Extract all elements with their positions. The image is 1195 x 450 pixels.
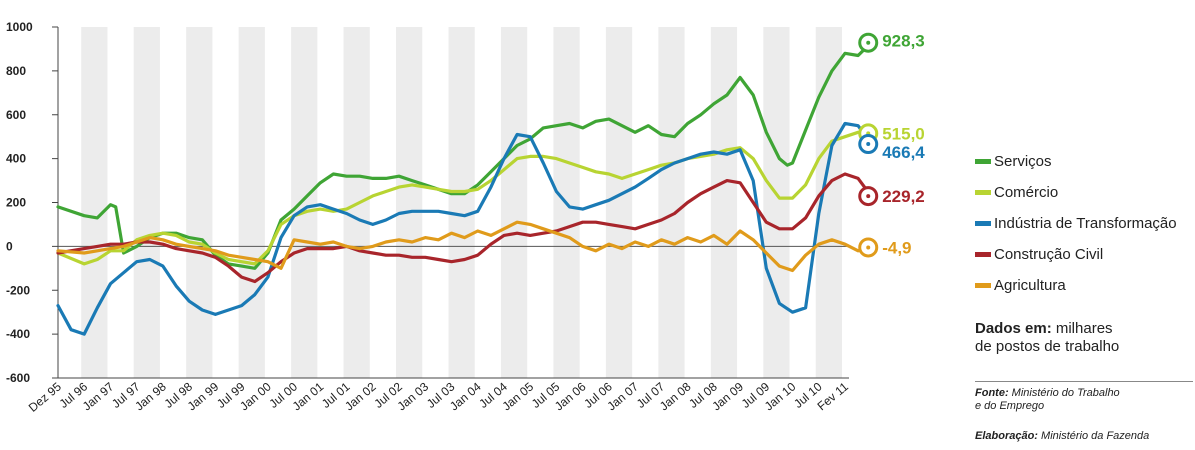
grid-band (291, 27, 317, 378)
x-tick-label: Fev 11 (815, 379, 852, 413)
end-value-label: -4,9 (882, 238, 911, 257)
legend-item: Construção Civil (975, 239, 1195, 270)
source-divider (975, 381, 1193, 382)
grid-band (606, 27, 632, 378)
grid-band (134, 27, 160, 378)
x-tick-label: Jan 99 (185, 379, 222, 413)
legend-label: Agricultura (994, 277, 1066, 294)
legend-label: Construção Civil (994, 246, 1103, 263)
legend-swatch (975, 252, 991, 257)
credit-label-rest: Ministério da Fazenda (1038, 430, 1149, 442)
end-value-label: 515,0 (882, 124, 925, 143)
credit-note: Elaboração: Ministério da Fazenda (975, 430, 1193, 442)
line-chart: -600 -400 -200 0 200 400 600 800 1000 Dez 95Jul … (0, 0, 965, 450)
grid-band (658, 27, 684, 378)
y-tick-label: -600 (6, 371, 30, 385)
x-tick-label: Dez 95 (26, 379, 64, 414)
x-tick-label: Jan 10 (762, 379, 799, 413)
y-tick-label: 800 (6, 64, 26, 78)
units-label-rest1: milhares (1052, 320, 1113, 337)
source-label-rest2: e do Emprego (975, 400, 1044, 412)
x-tick-label: Jan 01 (290, 379, 327, 413)
grid-band (449, 27, 475, 378)
grid-band (239, 27, 265, 378)
y-tick-label: -400 (6, 327, 30, 341)
units-label-rest2: de postos de trabalho (975, 338, 1119, 355)
legend-swatch (975, 159, 991, 164)
x-tick-label: Jan 08 (657, 379, 694, 413)
y-tick-label: 600 (6, 108, 26, 122)
legend: Serviços Comércio Indústria de Transformaç… (975, 146, 1195, 301)
y-tick-label: 0 (6, 239, 13, 253)
legend-item: Serviços (975, 146, 1195, 177)
x-tick-label: Jan 00 (237, 379, 274, 413)
legend-item: Indústria de Transformação (975, 208, 1195, 239)
legend-label: Indústria de Transformação (994, 215, 1177, 232)
grid-band (711, 27, 737, 378)
legend-swatch (975, 221, 991, 226)
grid-band (81, 27, 107, 378)
legend-label: Comércio (994, 184, 1058, 201)
legend-swatch (975, 190, 991, 195)
legend-swatch (975, 283, 991, 288)
y-tick-label: 400 (6, 152, 26, 166)
x-tick-label: Jan 06 (552, 379, 589, 413)
y-tick-label: 200 (6, 196, 26, 210)
grid-bands (81, 27, 842, 378)
end-marker-dot (866, 245, 870, 249)
source-label-rest1: Ministério do Trabalho (1009, 387, 1120, 399)
source-note: Fonte: Ministério do Trabalho e do Empre… (975, 387, 1193, 413)
end-marker-dot (866, 194, 870, 198)
legend-item: Agricultura (975, 270, 1195, 301)
y-tick-label: 1000 (6, 20, 33, 34)
end-value-label: 928,3 (882, 32, 925, 51)
x-tick-label: Jan 97 (80, 379, 117, 413)
grid-band (763, 27, 789, 378)
grid-band (501, 27, 527, 378)
units-label-bold: Dados em: (975, 320, 1052, 337)
y-tick-label: -200 (6, 283, 30, 297)
legend-label: Serviços (994, 153, 1052, 170)
end-value-label: 466,4 (882, 143, 925, 162)
end-value-label: 229,2 (882, 187, 925, 206)
legend-item: Comércio (975, 177, 1195, 208)
x-tick-label: Jan 03 (395, 379, 432, 413)
units-note: Dados em: milhares de postos de trabalho (975, 320, 1119, 356)
end-marker-dot (866, 142, 870, 146)
credit-label-bold: Elaboração: (975, 430, 1038, 442)
x-tick-label: Jan 02 (342, 379, 379, 413)
x-tick-label: Jan 04 (447, 379, 484, 413)
x-tick-label: Jan 05 (500, 379, 537, 413)
grid-band (186, 27, 212, 378)
source-label-bold: Fonte: (975, 387, 1009, 399)
end-marker-dot (866, 41, 870, 45)
x-tick-label: Jan 07 (604, 379, 641, 413)
x-tick-label: Jan 09 (709, 379, 746, 413)
x-tick-label: Jan 98 (132, 379, 169, 413)
grid-band (396, 27, 422, 378)
y-axis: -600 -400 -200 0 200 400 600 800 1000 (6, 20, 58, 385)
